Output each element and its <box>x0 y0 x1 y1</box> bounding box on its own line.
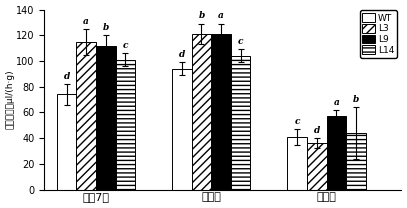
Text: c: c <box>238 37 243 46</box>
Text: d: d <box>63 72 70 81</box>
Bar <box>77 42 96 190</box>
Bar <box>211 34 231 190</box>
Bar <box>287 137 307 190</box>
Text: a: a <box>83 17 89 26</box>
Bar <box>96 46 116 190</box>
Text: d: d <box>179 50 185 59</box>
Bar <box>116 60 135 190</box>
Text: a: a <box>218 11 224 21</box>
Bar <box>231 56 250 190</box>
Legend: WT, L3, L9, L14: WT, L3, L9, L14 <box>360 10 397 58</box>
Text: b: b <box>353 95 359 104</box>
Bar <box>307 143 326 190</box>
Bar <box>172 69 192 190</box>
Text: a: a <box>333 98 339 107</box>
Text: c: c <box>123 41 128 50</box>
Text: b: b <box>198 11 205 21</box>
Bar <box>57 94 77 190</box>
Text: d: d <box>314 126 320 135</box>
Text: c: c <box>294 117 300 126</box>
Bar <box>326 116 346 190</box>
Bar <box>346 133 366 190</box>
Text: b: b <box>103 23 109 32</box>
Bar <box>192 34 211 190</box>
Y-axis label: 乙烯释放量μl/(h·g): 乙烯释放量μl/(h·g) <box>6 70 15 129</box>
